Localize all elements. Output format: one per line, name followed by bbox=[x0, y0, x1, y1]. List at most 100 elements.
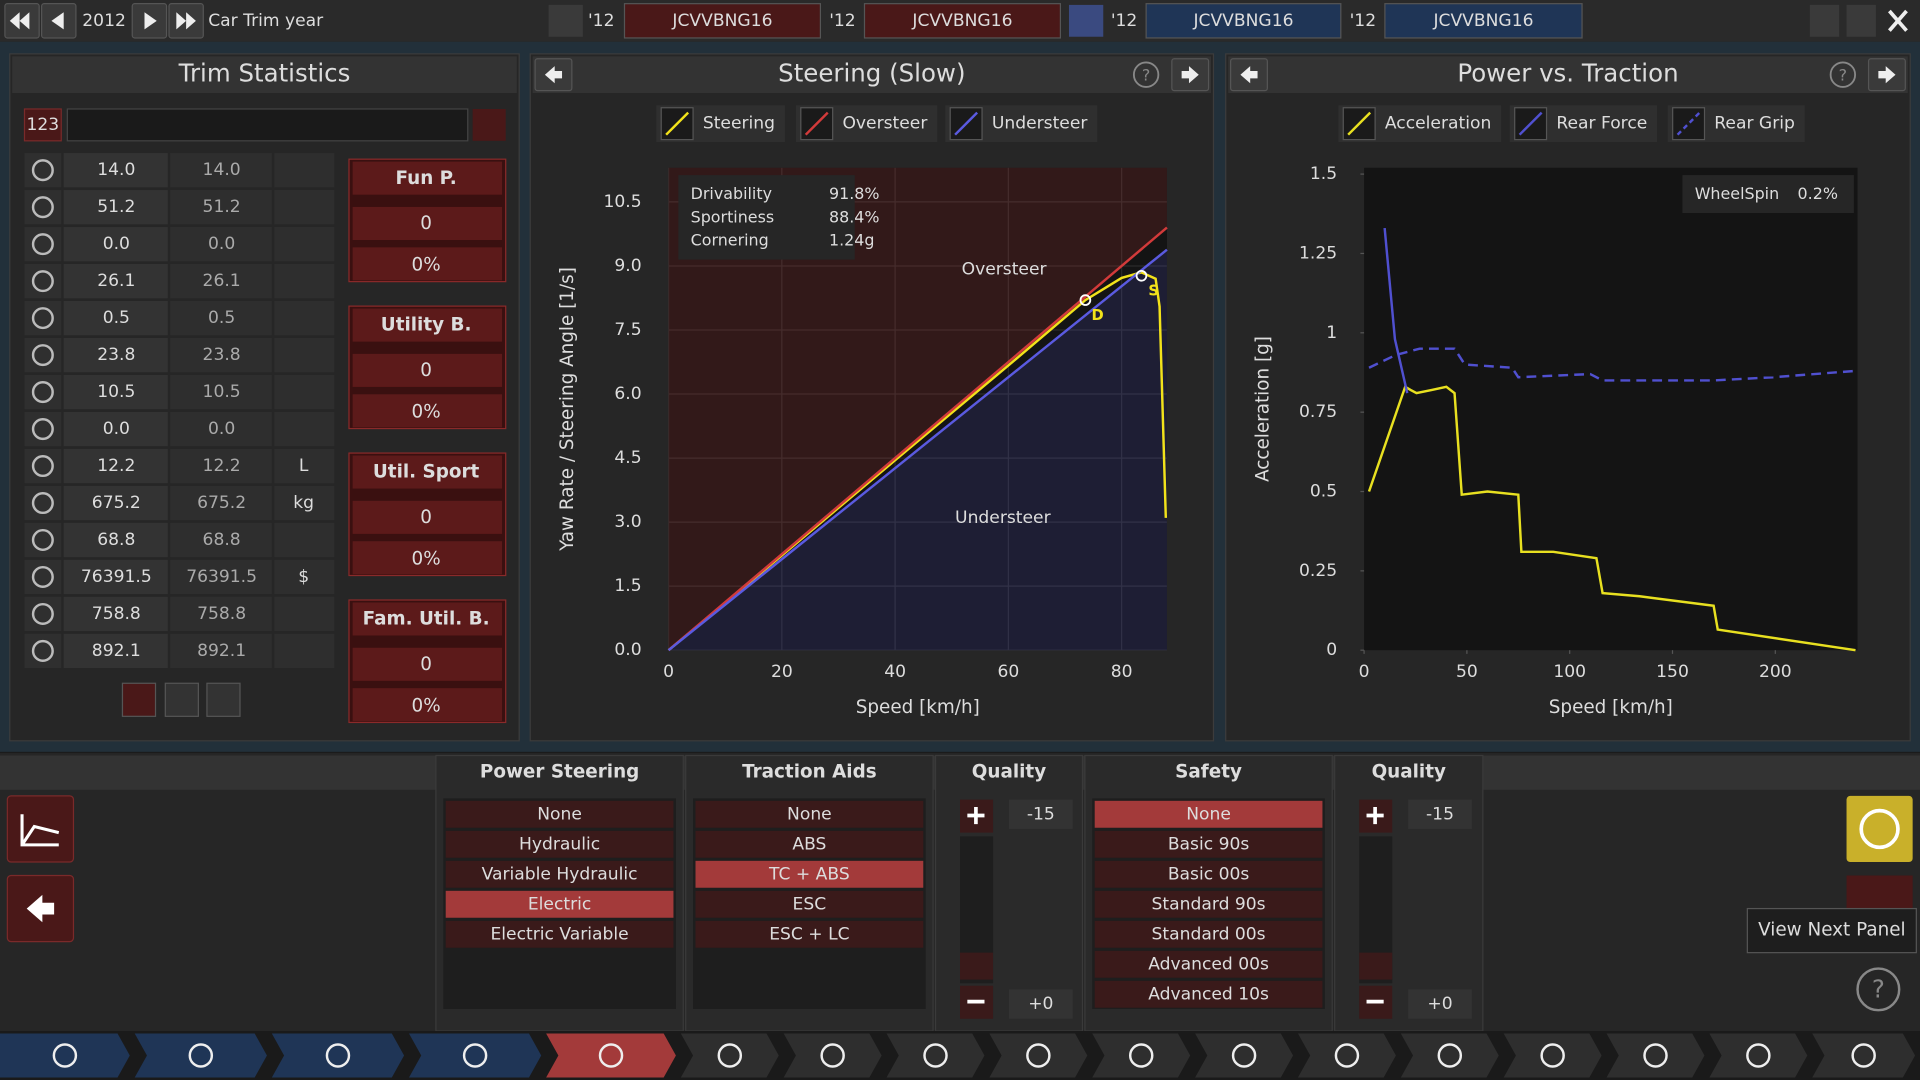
y-axis-label: Yaw Rate / Steering Angle [1/s] bbox=[557, 267, 578, 552]
rating-value-box bbox=[352, 500, 503, 534]
help-button[interactable] bbox=[1829, 61, 1857, 88]
option[interactable] bbox=[1094, 920, 1323, 948]
filter-button[interactable] bbox=[472, 108, 506, 141]
row-icon bbox=[31, 381, 54, 404]
option[interactable] bbox=[445, 860, 674, 888]
nav-tab[interactable] bbox=[271, 1033, 405, 1078]
slot-box[interactable] bbox=[623, 3, 822, 39]
option[interactable] bbox=[445, 890, 674, 918]
stat-value: 14.0 bbox=[97, 160, 135, 180]
option-label: Variable Hydraulic bbox=[482, 864, 638, 884]
clear-button[interactable] bbox=[164, 682, 199, 717]
nav-tab[interactable] bbox=[1400, 1033, 1499, 1078]
x-axis-label: Speed [km/h] bbox=[1549, 697, 1673, 718]
slot-box[interactable] bbox=[1384, 3, 1583, 39]
stat-cell bbox=[170, 190, 272, 225]
x-tick-label: 50 bbox=[1456, 662, 1478, 682]
row-icon bbox=[31, 418, 54, 441]
quality-slider-handle[interactable] bbox=[1359, 952, 1393, 980]
x-tick-label: 0 bbox=[663, 662, 674, 682]
option[interactable] bbox=[445, 830, 674, 858]
option[interactable] bbox=[695, 800, 924, 828]
nav-tab[interactable] bbox=[0, 1033, 130, 1078]
nav-tab[interactable] bbox=[408, 1033, 542, 1078]
option-label: None bbox=[537, 804, 582, 824]
option[interactable] bbox=[445, 800, 674, 828]
engine-icon-button[interactable] bbox=[1068, 4, 1104, 37]
calculator-button[interactable] bbox=[1846, 4, 1876, 37]
nav-tab[interactable] bbox=[783, 1033, 882, 1078]
nav-tab[interactable] bbox=[1709, 1033, 1808, 1078]
stat-cell bbox=[170, 337, 272, 373]
stat-cell bbox=[63, 559, 168, 595]
help-button[interactable] bbox=[1132, 61, 1160, 88]
option[interactable] bbox=[1094, 830, 1323, 858]
slot-box[interactable] bbox=[1145, 3, 1342, 39]
stat-label: Cornering bbox=[691, 231, 769, 250]
legend-label: Rear Grip bbox=[1714, 114, 1795, 134]
nav-tab[interactable] bbox=[1606, 1033, 1705, 1078]
close-button[interactable] bbox=[1888, 9, 1908, 32]
oversteer-region bbox=[668, 167, 1167, 651]
stat-cell bbox=[170, 153, 272, 188]
option[interactable] bbox=[695, 860, 924, 888]
next-panel-button[interactable] bbox=[1846, 875, 1913, 913]
nav-tab[interactable] bbox=[1092, 1033, 1191, 1078]
option[interactable] bbox=[1094, 860, 1323, 888]
stat-value: 12.2 bbox=[97, 456, 135, 476]
nav-icon bbox=[1437, 1043, 1463, 1068]
rating-percent: 0% bbox=[412, 696, 441, 717]
panel-header bbox=[12, 56, 517, 94]
notes-button[interactable] bbox=[121, 682, 157, 717]
x-tick-label: 40 bbox=[884, 662, 906, 682]
reset-button[interactable] bbox=[206, 682, 241, 717]
option[interactable] bbox=[695, 920, 924, 948]
nav-icon bbox=[598, 1043, 624, 1068]
option[interactable] bbox=[1094, 800, 1323, 828]
option[interactable] bbox=[1094, 980, 1323, 1008]
option[interactable] bbox=[695, 890, 924, 918]
nav-tab[interactable] bbox=[989, 1033, 1088, 1078]
help-button[interactable] bbox=[1856, 967, 1901, 1012]
search-field[interactable] bbox=[66, 108, 469, 142]
legend-label: Rear Force bbox=[1556, 114, 1647, 134]
rating-value-box bbox=[352, 206, 503, 240]
nav-tab[interactable] bbox=[1297, 1033, 1396, 1078]
nav-tab[interactable] bbox=[1503, 1033, 1602, 1078]
unit-cell bbox=[274, 300, 335, 336]
y-tick-label: 4.5 bbox=[614, 448, 641, 468]
unit-cell bbox=[274, 264, 335, 299]
row-icon bbox=[31, 491, 54, 515]
row-icon-cell bbox=[24, 485, 62, 521]
nav-tab[interactable] bbox=[134, 1033, 267, 1078]
nav-tab[interactable] bbox=[886, 1033, 985, 1078]
warning-button[interactable] bbox=[1846, 795, 1913, 863]
nav-tab[interactable] bbox=[1195, 1033, 1294, 1078]
nav-tab[interactable] bbox=[1812, 1033, 1916, 1078]
series-line bbox=[1367, 384, 1856, 652]
slot-box[interactable] bbox=[863, 3, 1062, 39]
car-icon-button[interactable] bbox=[548, 4, 583, 37]
rating-name: Util. Sport bbox=[373, 462, 480, 483]
panel-header bbox=[532, 56, 1212, 94]
nav-icon bbox=[923, 1043, 948, 1068]
rating-header bbox=[352, 308, 503, 342]
option[interactable] bbox=[695, 830, 924, 858]
nav-tab[interactable] bbox=[546, 1033, 676, 1078]
panel-header bbox=[1228, 56, 1908, 94]
row-icon-cell bbox=[24, 337, 62, 373]
option[interactable] bbox=[445, 920, 674, 948]
quality-slider-handle[interactable] bbox=[960, 952, 994, 980]
tooltip bbox=[1746, 907, 1917, 954]
stat-cell bbox=[170, 633, 272, 669]
plus-icon bbox=[967, 806, 985, 825]
nav-icon bbox=[1231, 1043, 1257, 1068]
quality-current: +0 bbox=[1028, 994, 1053, 1014]
column-header: Quality bbox=[1372, 762, 1446, 783]
camera-button[interactable] bbox=[1809, 4, 1840, 37]
rating-value: 0 bbox=[420, 654, 432, 675]
option[interactable] bbox=[1094, 950, 1323, 978]
option[interactable] bbox=[1094, 890, 1323, 918]
nav-tab[interactable] bbox=[680, 1033, 779, 1078]
slot-year: '12 bbox=[1111, 11, 1138, 31]
